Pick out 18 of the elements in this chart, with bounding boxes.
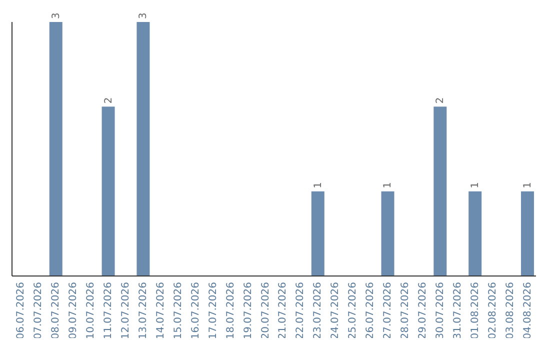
x-tick-label: 15.07.2026	[172, 282, 184, 340]
data-label: 3	[138, 12, 150, 19]
x-tick-label: 18.07.2026	[225, 282, 236, 340]
data-label: 3	[50, 12, 62, 19]
x-tick-label: 17.07.2026	[208, 282, 219, 340]
x-tick-label: 10.07.2026	[86, 282, 97, 340]
data-label: 1	[522, 182, 534, 188]
data-label: 2	[103, 97, 114, 104]
x-tick-label: 14.07.2026	[155, 282, 166, 340]
data-label: 2	[435, 97, 446, 104]
data-label: 1	[382, 182, 394, 188]
x-tick-label: 12.07.2026	[120, 282, 132, 340]
x-tick-label: 11.07.2026	[103, 282, 114, 340]
x-tick-label: 19.07.2026	[242, 282, 254, 340]
data-label: 1	[470, 182, 482, 188]
data-label: 1	[312, 182, 324, 188]
x-tick-label: 13.07.2026	[138, 282, 149, 340]
x-tick-label: 16.07.2026	[190, 282, 202, 340]
